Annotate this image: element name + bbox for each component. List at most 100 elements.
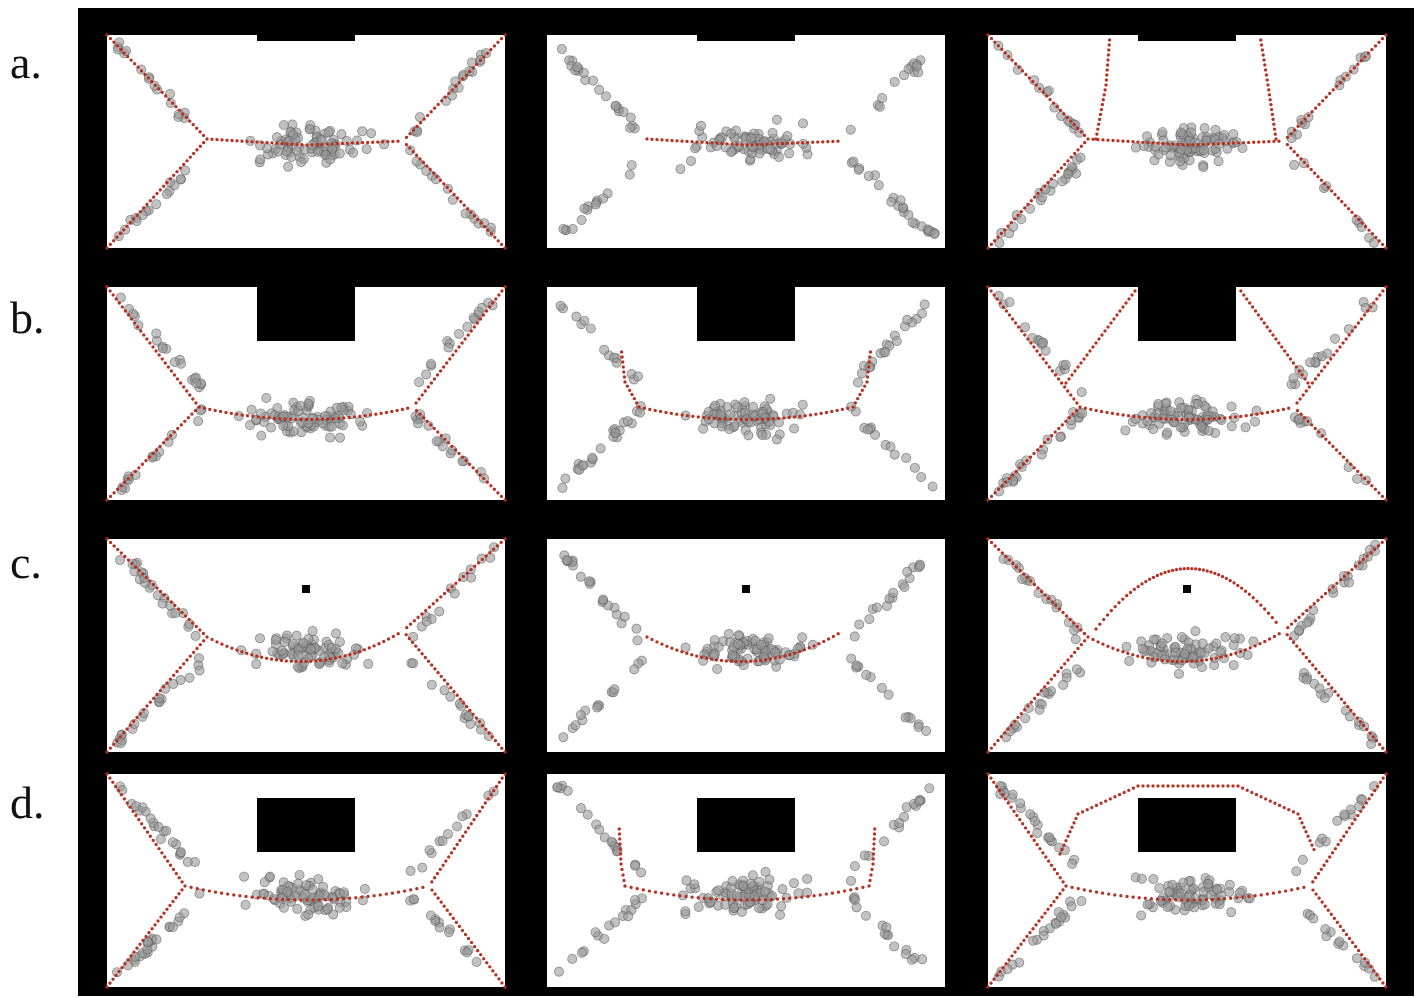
curve-dot — [136, 325, 140, 329]
curve-dot — [1317, 896, 1321, 900]
curve-dot — [1346, 705, 1350, 709]
curve-dot — [134, 813, 138, 818]
curve-dot — [1155, 897, 1160, 901]
curve-dot — [128, 805, 132, 809]
scatter-point — [167, 837, 178, 848]
curve-dot — [1121, 139, 1125, 143]
curve-dot — [493, 235, 497, 239]
curve-dot — [822, 639, 826, 644]
curve-dot — [867, 365, 871, 369]
curve-dot — [1384, 246, 1388, 250]
curve-dot — [495, 544, 500, 548]
curve-dot — [1032, 345, 1036, 349]
curve-dot — [1013, 217, 1017, 221]
curve-dot — [105, 750, 109, 754]
curve-dot — [1364, 225, 1368, 229]
principal-curve — [986, 285, 1388, 502]
curve-dot — [1341, 928, 1346, 933]
curve-dot — [108, 36, 113, 41]
scatter-point — [560, 473, 571, 484]
curve-dot — [1021, 822, 1025, 826]
curve-dot — [182, 662, 186, 666]
curve-dot — [623, 380, 627, 384]
curve-dot — [618, 842, 622, 846]
curve-dot — [1001, 305, 1005, 309]
curve-dot — [180, 610, 184, 615]
curve-dot — [1029, 700, 1033, 704]
curve-dot — [771, 417, 775, 421]
curve-dot — [1075, 624, 1079, 629]
curve-dot — [215, 138, 219, 142]
scatter-point — [1004, 296, 1015, 307]
curve-dot — [503, 246, 507, 250]
curve-dot — [417, 648, 421, 652]
scatter-point — [179, 908, 190, 919]
curve-dot — [1197, 567, 1202, 572]
curve-dot — [483, 225, 487, 229]
curve-dot — [496, 239, 500, 243]
scatter-point — [599, 933, 610, 944]
curve-dot — [1059, 166, 1063, 170]
curve-dot — [831, 634, 835, 639]
curve-dot — [645, 137, 649, 141]
scatter-point — [900, 949, 911, 960]
curve-dot — [462, 203, 466, 207]
curve-dot — [262, 896, 266, 900]
scatter-point — [895, 195, 906, 206]
scatter-point — [1199, 899, 1210, 910]
curve-dot — [1373, 44, 1378, 48]
scatter-point — [326, 421, 337, 432]
curve-dot — [1000, 484, 1004, 488]
scatter-point — [906, 954, 917, 965]
scatter-point — [1044, 832, 1055, 843]
curve-dot — [123, 480, 127, 484]
curve-dot — [461, 77, 465, 81]
curve-dot — [1121, 413, 1125, 417]
scatter-point — [1240, 422, 1251, 433]
curve-dot — [141, 938, 145, 942]
scatter-point — [606, 836, 617, 847]
curve-dot — [503, 498, 507, 502]
curve-dot — [476, 561, 481, 565]
curve-dot — [180, 888, 184, 892]
curve-dot — [198, 144, 202, 148]
curve-dot — [1066, 658, 1070, 662]
curve-dot — [788, 652, 792, 657]
curve-dot — [1356, 62, 1360, 66]
curve-dot — [126, 558, 131, 562]
curve-dot — [430, 880, 434, 884]
curve-dot — [1079, 628, 1083, 632]
scatter-point — [902, 566, 913, 577]
curve-dot — [1221, 141, 1225, 146]
curve-dot — [1339, 838, 1343, 842]
scatter-point — [1176, 144, 1187, 155]
curve-dot — [1028, 931, 1032, 935]
curve-dot — [503, 985, 507, 989]
curve-dot — [647, 889, 651, 893]
scatter-point — [307, 626, 318, 637]
curve-dot — [680, 650, 684, 654]
curve-dot — [718, 417, 722, 421]
curve-dot — [660, 642, 664, 646]
curve-dot — [986, 285, 990, 289]
curve-dot — [865, 380, 869, 384]
panel-r1-c3 — [986, 33, 1388, 250]
curve-dot — [1362, 313, 1367, 317]
curve-dot — [1251, 596, 1255, 600]
curve-dot — [172, 673, 176, 677]
curve-dot — [1022, 572, 1026, 576]
curve-dot — [412, 619, 416, 623]
curve-dot — [986, 33, 990, 37]
curve-dot — [1038, 353, 1042, 357]
curve-dot — [438, 178, 442, 182]
curve-dot — [1305, 608, 1309, 613]
curve-dot — [111, 293, 115, 297]
curve-dot — [1283, 349, 1287, 353]
curve-dot — [494, 784, 499, 789]
curve-dot — [1146, 656, 1150, 660]
curve-dot — [1167, 569, 1171, 573]
curve-dot — [486, 797, 490, 801]
scatter-point — [424, 845, 435, 856]
curve-dot — [1289, 622, 1294, 626]
principal-curve — [986, 772, 1388, 989]
